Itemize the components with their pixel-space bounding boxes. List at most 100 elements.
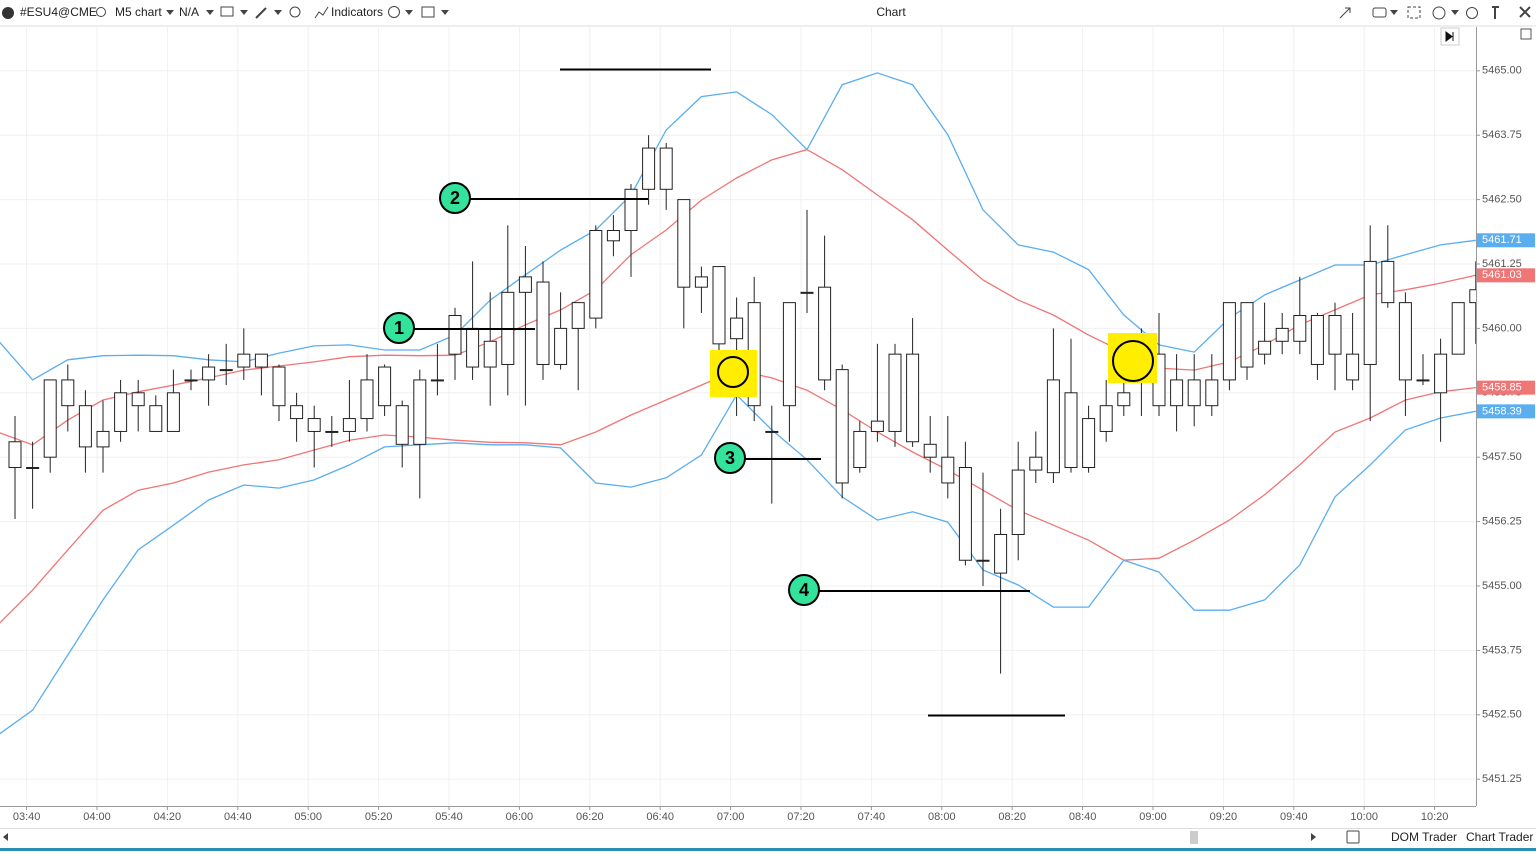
candle-body (184, 379, 198, 382)
toolbar: #ESU4@CME M5 chart N/A Indicators Chart (0, 0, 1536, 27)
candle-body (1398, 302, 1412, 381)
candle-body (1451, 302, 1465, 355)
resize-icon[interactable] (1339, 7, 1351, 19)
chart-trader-button[interactable]: Chart Trader (1466, 830, 1533, 844)
candle-body (1310, 315, 1324, 365)
candle-body (149, 405, 163, 432)
dropdown[interactable] (1390, 10, 1398, 15)
x-tick-label: 07:20 (787, 811, 815, 823)
candle-body (96, 430, 110, 448)
crosshair-icon[interactable] (388, 6, 400, 18)
symbol[interactable]: #ESU4@CME (20, 5, 97, 19)
dropdown[interactable] (274, 10, 282, 15)
candle-body (395, 405, 409, 445)
candle-body (1222, 302, 1236, 381)
dropdown[interactable] (1451, 10, 1459, 15)
annotation-label: 3 (725, 448, 735, 468)
y-tick-label: 5465.00 (1482, 65, 1522, 77)
close-icon[interactable] (1519, 6, 1531, 18)
candle-body (166, 392, 180, 432)
dropdown[interactable] (441, 10, 449, 15)
candle-body (1117, 392, 1131, 407)
candle-body (1082, 418, 1096, 469)
candle-body (1346, 353, 1360, 381)
candle-body (342, 418, 356, 432)
x-tick-label: 05:00 (294, 811, 322, 823)
dropdown[interactable] (206, 10, 214, 15)
x-tick-label: 09:20 (1210, 811, 1238, 823)
scrollbar-thumb[interactable] (1190, 831, 1198, 844)
candle-body (1046, 379, 1060, 474)
candle-body (131, 392, 145, 407)
candle-body (413, 379, 427, 445)
candle-body (448, 315, 462, 355)
x-tick-label: 04:40 (224, 811, 252, 823)
candle-body (624, 188, 638, 232)
x-tick-label: 06:40 (646, 811, 674, 823)
candle-body (554, 327, 568, 365)
timeframe[interactable]: M5 chart (115, 5, 162, 19)
scroll-left[interactable] (3, 833, 8, 841)
camera-icon[interactable] (1372, 7, 1387, 18)
candle-body (923, 443, 937, 458)
settings-icon[interactable] (1466, 7, 1478, 19)
candle-body (272, 366, 286, 407)
candle-body (1170, 379, 1184, 407)
x-tick-label: 06:00 (506, 811, 534, 823)
indicator-line (0, 369, 1476, 624)
panel-icon[interactable] (1520, 28, 1532, 40)
candles (8, 135, 1476, 674)
price-tag (1477, 268, 1535, 283)
candle-body (1469, 289, 1476, 304)
y-tick-label: 5457.50 (1482, 451, 1522, 463)
layout-icon[interactable] (421, 6, 435, 18)
pin-icon[interactable] (1492, 6, 1499, 19)
y-tick-label: 5452.50 (1482, 709, 1522, 721)
window-title: Chart (876, 5, 906, 19)
indicators-icon[interactable] (314, 6, 329, 19)
x-tick-label: 07:00 (717, 811, 745, 823)
candle-body (1381, 260, 1395, 304)
fullscreen-icon[interactable] (1407, 6, 1421, 19)
search-icon[interactable] (96, 7, 106, 17)
candle-body (606, 230, 620, 242)
indicator-line (0, 148, 1476, 446)
candle-body (694, 276, 708, 288)
candle-body (237, 353, 251, 368)
draw-icon[interactable] (255, 7, 267, 19)
display-icon[interactable] (220, 6, 234, 17)
annotation-badge (439, 182, 471, 214)
indicators (0, 72, 1476, 735)
zoom-icon[interactable] (289, 6, 301, 18)
indicators-button[interactable]: Indicators (331, 5, 383, 19)
candle-body (1258, 340, 1272, 355)
candle-body (518, 276, 532, 293)
candle-body (1240, 302, 1254, 368)
candle-body (888, 353, 902, 432)
y-tick-label: 5461.25 (1482, 258, 1522, 270)
price-tag (1477, 233, 1535, 248)
x-tick-label: 06:20 (576, 811, 604, 823)
candle-body (61, 379, 75, 407)
grid (0, 27, 1476, 806)
calendar-icon[interactable] (1346, 830, 1360, 844)
candle-body (659, 147, 673, 190)
candle-body (378, 366, 392, 407)
annotation-badge (714, 442, 746, 474)
dom-trader-button[interactable]: DOM Trader (1391, 830, 1457, 844)
x-tick-label: 03:40 (13, 811, 41, 823)
candle-body (114, 392, 128, 432)
account[interactable]: N/A (179, 5, 199, 19)
dropdown[interactable] (240, 10, 248, 15)
dropdown[interactable] (166, 10, 174, 15)
candle-body (1011, 469, 1025, 535)
app-icon[interactable] (2, 7, 14, 19)
candle-body (571, 302, 585, 329)
x-tick-label: 09:00 (1139, 811, 1167, 823)
scroll-right[interactable] (1311, 833, 1316, 841)
dropdown[interactable] (405, 10, 413, 15)
candle-body (1363, 260, 1377, 365)
theme-icon[interactable] (1432, 6, 1446, 20)
x-tick-label: 08:00 (928, 811, 956, 823)
